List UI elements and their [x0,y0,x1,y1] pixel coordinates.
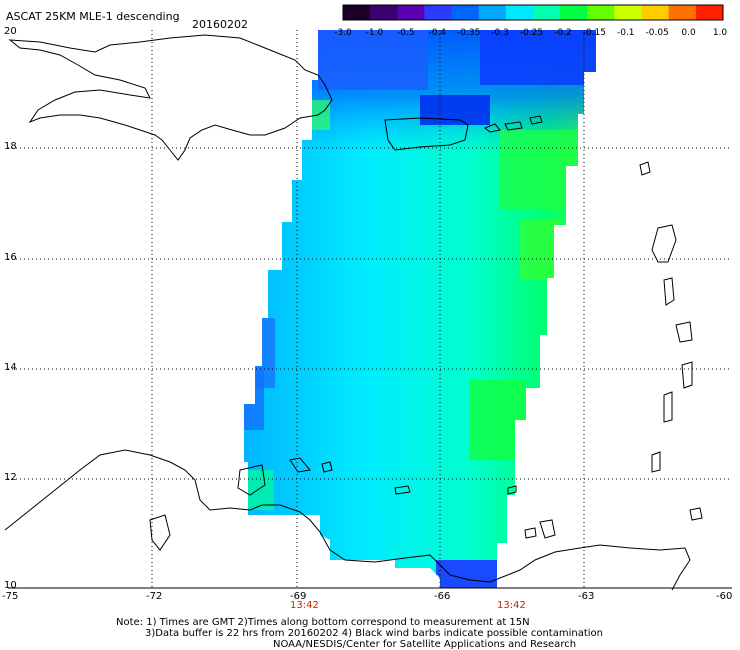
map-date: 20160202 [192,18,248,31]
colorbar-swatch [641,5,670,20]
lat-label-20: 20 [4,26,17,37]
map-title: ASCAT 25KM MLE-1 descending [6,10,180,23]
colorbar-swatch [451,5,480,20]
lon-label-72: -72 [146,591,163,602]
colorbar-swatch [478,5,507,20]
colorbar-swatch [668,5,697,20]
colorbar-swatch [560,5,588,20]
colorbar-swatch [533,5,561,20]
colorbar-swatch [695,5,724,20]
colorbar-tick-label: -0.4 [428,28,446,38]
colorbar-tick-label: -0.05 [646,28,669,38]
colorbar-swatch [397,5,425,20]
colorbar-swatch [343,5,371,20]
colorbar-tick-label: -0.25 [520,28,543,38]
colorbar-swatch [614,5,643,20]
colorbar: -3.0 -1.0 -0.5 -0.4 -0.35 -0.3 -0.25 -0.2 -0.15 -… [334,4,728,38]
colorbar-swatch [587,5,615,20]
lon-label-69: -69 [290,591,307,602]
lat-label-14: 14 [4,362,17,373]
lon-label-66: -66 [434,591,451,602]
colorbar-outline [342,4,724,21]
colorbar-tick-label: -0.15 [583,28,606,38]
colorbar-tick-label: -0.2 [554,28,572,38]
colorbar-tick-label: -0.1 [617,28,635,38]
colorbar-swatch [370,5,398,20]
graticule [8,30,732,588]
lon-label-75: -75 [2,591,19,602]
lat-label-10: 10 [4,580,17,591]
lon-label-63: -63 [578,591,595,602]
coastlines [4,34,703,591]
footer-note-1: Note: 1) Times are GMT 2)Times along bot… [116,617,530,628]
colorbar-tick-label: -0.5 [397,28,415,38]
colorbar-tick-label: -0.3 [491,28,509,38]
footer-note-3: NOAA/NESDIS/Center for Satellite Applica… [273,639,577,650]
lon-label-60: -60 [716,591,733,602]
lat-label-12: 12 [4,472,17,483]
colorbar-tick-label: -1.0 [366,28,384,38]
lat-label-18: 18 [4,141,17,152]
time-label-west: 13:42 [290,600,319,611]
colorbar-tick-label: 0.0 [681,28,696,38]
lat-label-16: 16 [4,252,17,263]
time-label-east: 13:42 [497,600,526,611]
footer-note-2: 3)Data buffer is 22 hrs from 20160202 4)… [145,628,603,639]
colorbar-tick-label: -3.0 [334,28,352,38]
colorbar-swatch [505,5,534,20]
colorbar-swatch [424,5,453,20]
colorbar-tick-label: 1.0 [713,28,728,38]
ascat-swath [244,30,596,588]
colorbar-tick-label: -0.35 [457,28,480,38]
